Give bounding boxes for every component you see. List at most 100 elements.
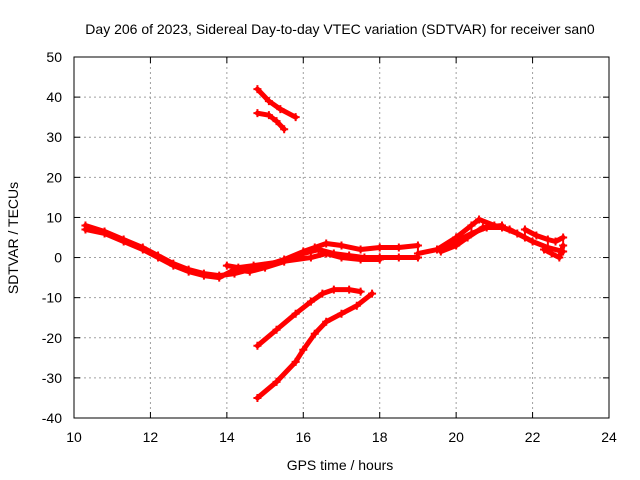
data-point — [253, 341, 262, 350]
y-tick-label: -10 — [42, 290, 62, 306]
data-point — [100, 229, 109, 238]
x-tick-label: 22 — [525, 429, 541, 445]
data-point — [291, 309, 300, 318]
data-point — [520, 233, 529, 242]
series-late-cluster — [520, 225, 568, 246]
series-band — [541, 243, 566, 261]
x-tick-label: 10 — [66, 429, 82, 445]
series-upper-arc-b — [253, 109, 289, 134]
x-tick-label: 20 — [448, 429, 464, 445]
data-point — [352, 301, 361, 310]
data-point — [436, 247, 445, 256]
data-point — [169, 261, 178, 270]
data-point — [81, 225, 90, 234]
x-tick-label: 24 — [601, 429, 617, 445]
y-tick-label: 10 — [46, 209, 62, 225]
series-band — [254, 110, 287, 132]
data-point — [547, 249, 556, 258]
data-point — [119, 237, 128, 246]
data-point — [337, 253, 346, 262]
x-tick-label: 12 — [143, 429, 159, 445]
grid-lines — [74, 57, 609, 418]
data-point — [184, 267, 193, 276]
data-point — [356, 245, 365, 254]
data-point — [291, 357, 300, 366]
x-tick-label: 14 — [219, 429, 235, 445]
data-point — [463, 233, 472, 242]
data-point — [559, 241, 568, 250]
data-point — [272, 377, 281, 386]
y-tick-labels: -40 -30 -20 -10 0 10 20 30 40 50 — [42, 49, 62, 426]
x-axis-label: GPS time / hours — [287, 457, 394, 473]
data-point — [280, 125, 289, 134]
y-tick-label: 50 — [46, 49, 62, 65]
y-tick-label: 40 — [46, 89, 62, 105]
data-point — [253, 393, 262, 402]
data-point — [543, 235, 552, 244]
data-point — [314, 245, 323, 254]
data-point — [413, 241, 422, 250]
data-point — [249, 261, 258, 270]
data-point — [540, 245, 549, 254]
chart-title: Day 206 of 2023, Sidereal Day-to-day VTE… — [85, 21, 595, 37]
data-point — [322, 239, 331, 248]
data-point — [532, 231, 541, 240]
x-tick-labels: 10 12 14 16 18 20 22 24 — [66, 429, 617, 445]
data-point — [215, 273, 224, 282]
data-point — [452, 241, 461, 250]
data-point — [253, 85, 262, 94]
data-point — [234, 263, 243, 272]
series-evening-c — [436, 221, 506, 256]
y-tick-label: 30 — [46, 129, 62, 145]
data-point — [222, 261, 231, 270]
data-point — [306, 253, 315, 262]
data-point — [138, 245, 147, 254]
series-late-cluster-low — [540, 241, 568, 262]
y-tick-label: 20 — [46, 169, 62, 185]
series-upper-arc-a — [253, 85, 300, 122]
data-point — [368, 289, 377, 298]
data-point — [375, 243, 384, 252]
data-point — [276, 105, 285, 114]
series-lower-arc-b — [253, 289, 377, 402]
data-point — [559, 233, 568, 242]
data-point — [375, 255, 384, 264]
data-point — [337, 241, 346, 250]
y-tick-label: -40 — [42, 410, 62, 426]
data-point — [322, 249, 331, 258]
data-point — [272, 325, 281, 334]
data-point — [467, 221, 476, 230]
y-tick-label: -30 — [42, 370, 62, 386]
data-point — [329, 285, 338, 294]
data-point — [264, 97, 273, 106]
y-tick-label: 0 — [54, 250, 62, 266]
y-axis-label: SDTVAR / TECUs — [5, 182, 21, 294]
data-point — [299, 345, 308, 354]
data-point — [154, 253, 163, 262]
y-tick-label: -20 — [42, 330, 62, 346]
data-point — [272, 117, 281, 126]
data-point — [394, 253, 403, 262]
data-point — [505, 225, 514, 234]
data-point — [551, 237, 560, 246]
data-point — [498, 221, 506, 230]
data-point — [199, 271, 208, 280]
data-point — [528, 237, 537, 246]
data-point — [520, 225, 529, 234]
data-point — [478, 223, 487, 232]
plot-frame — [73, 56, 610, 419]
data-point — [306, 297, 315, 306]
x-tick-label: 18 — [372, 429, 388, 445]
data-point — [245, 267, 254, 276]
data-point — [356, 287, 365, 296]
data-point — [318, 289, 327, 298]
data-point — [310, 329, 319, 338]
axis-ticks — [73, 56, 610, 419]
data-point — [413, 249, 422, 258]
data-point — [253, 109, 262, 118]
series-main-band-c — [222, 249, 384, 272]
data-point — [345, 285, 354, 294]
data-series — [81, 85, 568, 402]
data-point — [555, 253, 564, 262]
